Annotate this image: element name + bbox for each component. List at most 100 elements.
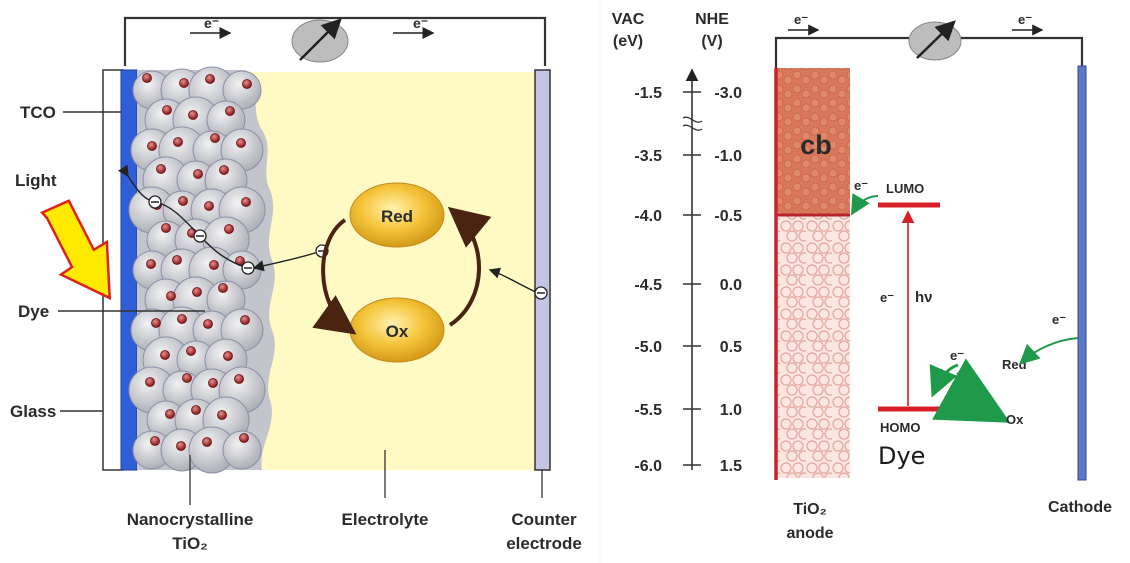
dye-molecule [182, 373, 192, 383]
dye-molecule [191, 405, 201, 415]
electrolyte-label: Electrolyte [342, 510, 429, 529]
tio2-label: TiO₂ [172, 534, 208, 553]
nanocrystalline-label: Nanocrystalline [127, 510, 254, 529]
lumo-label: LUMO [886, 181, 924, 196]
left-cell-diagram: e⁻ e⁻ TCO Light Dye Glass [10, 15, 582, 553]
dye-molecule [209, 260, 219, 270]
counter-label: Counter [511, 510, 577, 529]
dye-molecule [219, 165, 229, 175]
cathode-electrode [1077, 65, 1087, 481]
vac-tick-label: -6.0 [634, 458, 662, 475]
cathode-label: Cathode [1048, 499, 1112, 516]
dye-molecule [203, 319, 213, 329]
dye-molecule [236, 138, 246, 148]
right-energy-diagram: VAC (eV) NHE (V) -1.5 -3.0 -3.5 -1.0 -4.0 -0.… [612, 11, 1112, 542]
anode-label-2: anode [786, 525, 833, 542]
dye-molecule [173, 137, 183, 147]
dye-molecule [156, 164, 166, 174]
ox-label: Ox [1006, 412, 1024, 427]
dye-molecule [224, 224, 234, 234]
vac-tick-label: -5.0 [634, 339, 662, 356]
dye-molecule [193, 169, 203, 179]
dye-molecule [241, 197, 251, 207]
excitation-electron-label: e⁻ [880, 290, 894, 305]
dye-molecule [142, 73, 152, 83]
nhe-unit: (V) [701, 33, 722, 50]
dye-molecule [204, 201, 214, 211]
vac-header: VAC [612, 11, 645, 28]
valence-region [776, 215, 850, 478]
electron-label: e⁻ [413, 15, 428, 31]
dye-molecule [208, 378, 218, 388]
nhe-tick-label: -1.0 [714, 148, 742, 165]
dye-molecule [242, 79, 252, 89]
dye-molecule [217, 410, 227, 420]
nhe-tick-label: 0.0 [720, 277, 742, 294]
electron-label: e⁻ [1018, 12, 1032, 27]
dye-molecule [205, 74, 215, 84]
dye-molecule [239, 433, 249, 443]
vac-tick-label: -4.0 [634, 208, 662, 225]
vac-tick-label: -4.5 [634, 277, 662, 294]
electron-label: e⁻ [204, 15, 219, 31]
dye-molecule [240, 315, 250, 325]
vac-tick-label: -3.5 [634, 148, 662, 165]
vac-unit: (eV) [613, 33, 643, 50]
tco-label: TCO [20, 103, 56, 122]
dye-molecule [234, 374, 244, 384]
dye-molecule [162, 105, 172, 115]
light-arrow-icon [40, 199, 112, 301]
red-label: Red [1002, 357, 1027, 372]
dye-molecule [165, 409, 175, 419]
dye-molecule [160, 350, 170, 360]
hv-label: hν [915, 289, 933, 306]
vac-tick-label: -5.5 [634, 402, 662, 419]
counter-electrode [534, 69, 551, 471]
nhe-tick-label: 1.5 [720, 458, 742, 475]
tio2-particle [222, 430, 262, 470]
dye-molecule [161, 223, 171, 233]
nhe-tick-label: 1.0 [720, 402, 742, 419]
anode-label: TiO₂ [793, 501, 826, 518]
electrode-label: electrode [506, 534, 582, 553]
cb-label: cb [800, 130, 832, 160]
dye-molecule [218, 283, 228, 293]
dye-molecule [202, 437, 212, 447]
dye-molecule [146, 259, 156, 269]
dye-molecule [166, 291, 176, 301]
homo-label: HOMO [880, 420, 920, 435]
lumo-electron-label: e⁻ [854, 178, 868, 193]
nhe-header: NHE [695, 11, 729, 28]
cathode-electron-label: e⁻ [1052, 312, 1066, 327]
dye-molecule [223, 351, 233, 361]
dye-molecule [178, 196, 188, 206]
dye-molecule [188, 110, 198, 120]
vac-tick-label: -1.5 [634, 85, 662, 102]
dye-molecule [172, 255, 182, 265]
conduction-band [776, 68, 850, 216]
red-electron-label: e⁻ [950, 348, 964, 363]
dye-molecule [186, 346, 196, 356]
glass-label: Glass [10, 402, 56, 421]
nhe-tick-label: -3.0 [714, 85, 742, 102]
dye-label: Dye [18, 302, 49, 321]
dye-molecule [145, 377, 155, 387]
dye-molecule [192, 287, 202, 297]
red-label: Red [381, 207, 413, 226]
external-circuit-wire [123, 16, 547, 66]
ox-label: Ox [386, 322, 409, 341]
dye-molecule [177, 314, 187, 324]
dye-molecule [147, 141, 157, 151]
electron-label: e⁻ [794, 12, 808, 27]
tio2-film [128, 66, 275, 474]
dye-molecule [210, 133, 220, 143]
dye-molecule [179, 78, 189, 88]
dye-molecule [225, 106, 235, 116]
light-label: Light [15, 171, 57, 190]
dye-label: Dye [878, 442, 925, 470]
nhe-tick-label: -0.5 [714, 208, 742, 225]
red-species-ball [349, 182, 445, 248]
dye-molecule [176, 441, 186, 451]
nhe-tick-label: 0.5 [720, 339, 742, 356]
